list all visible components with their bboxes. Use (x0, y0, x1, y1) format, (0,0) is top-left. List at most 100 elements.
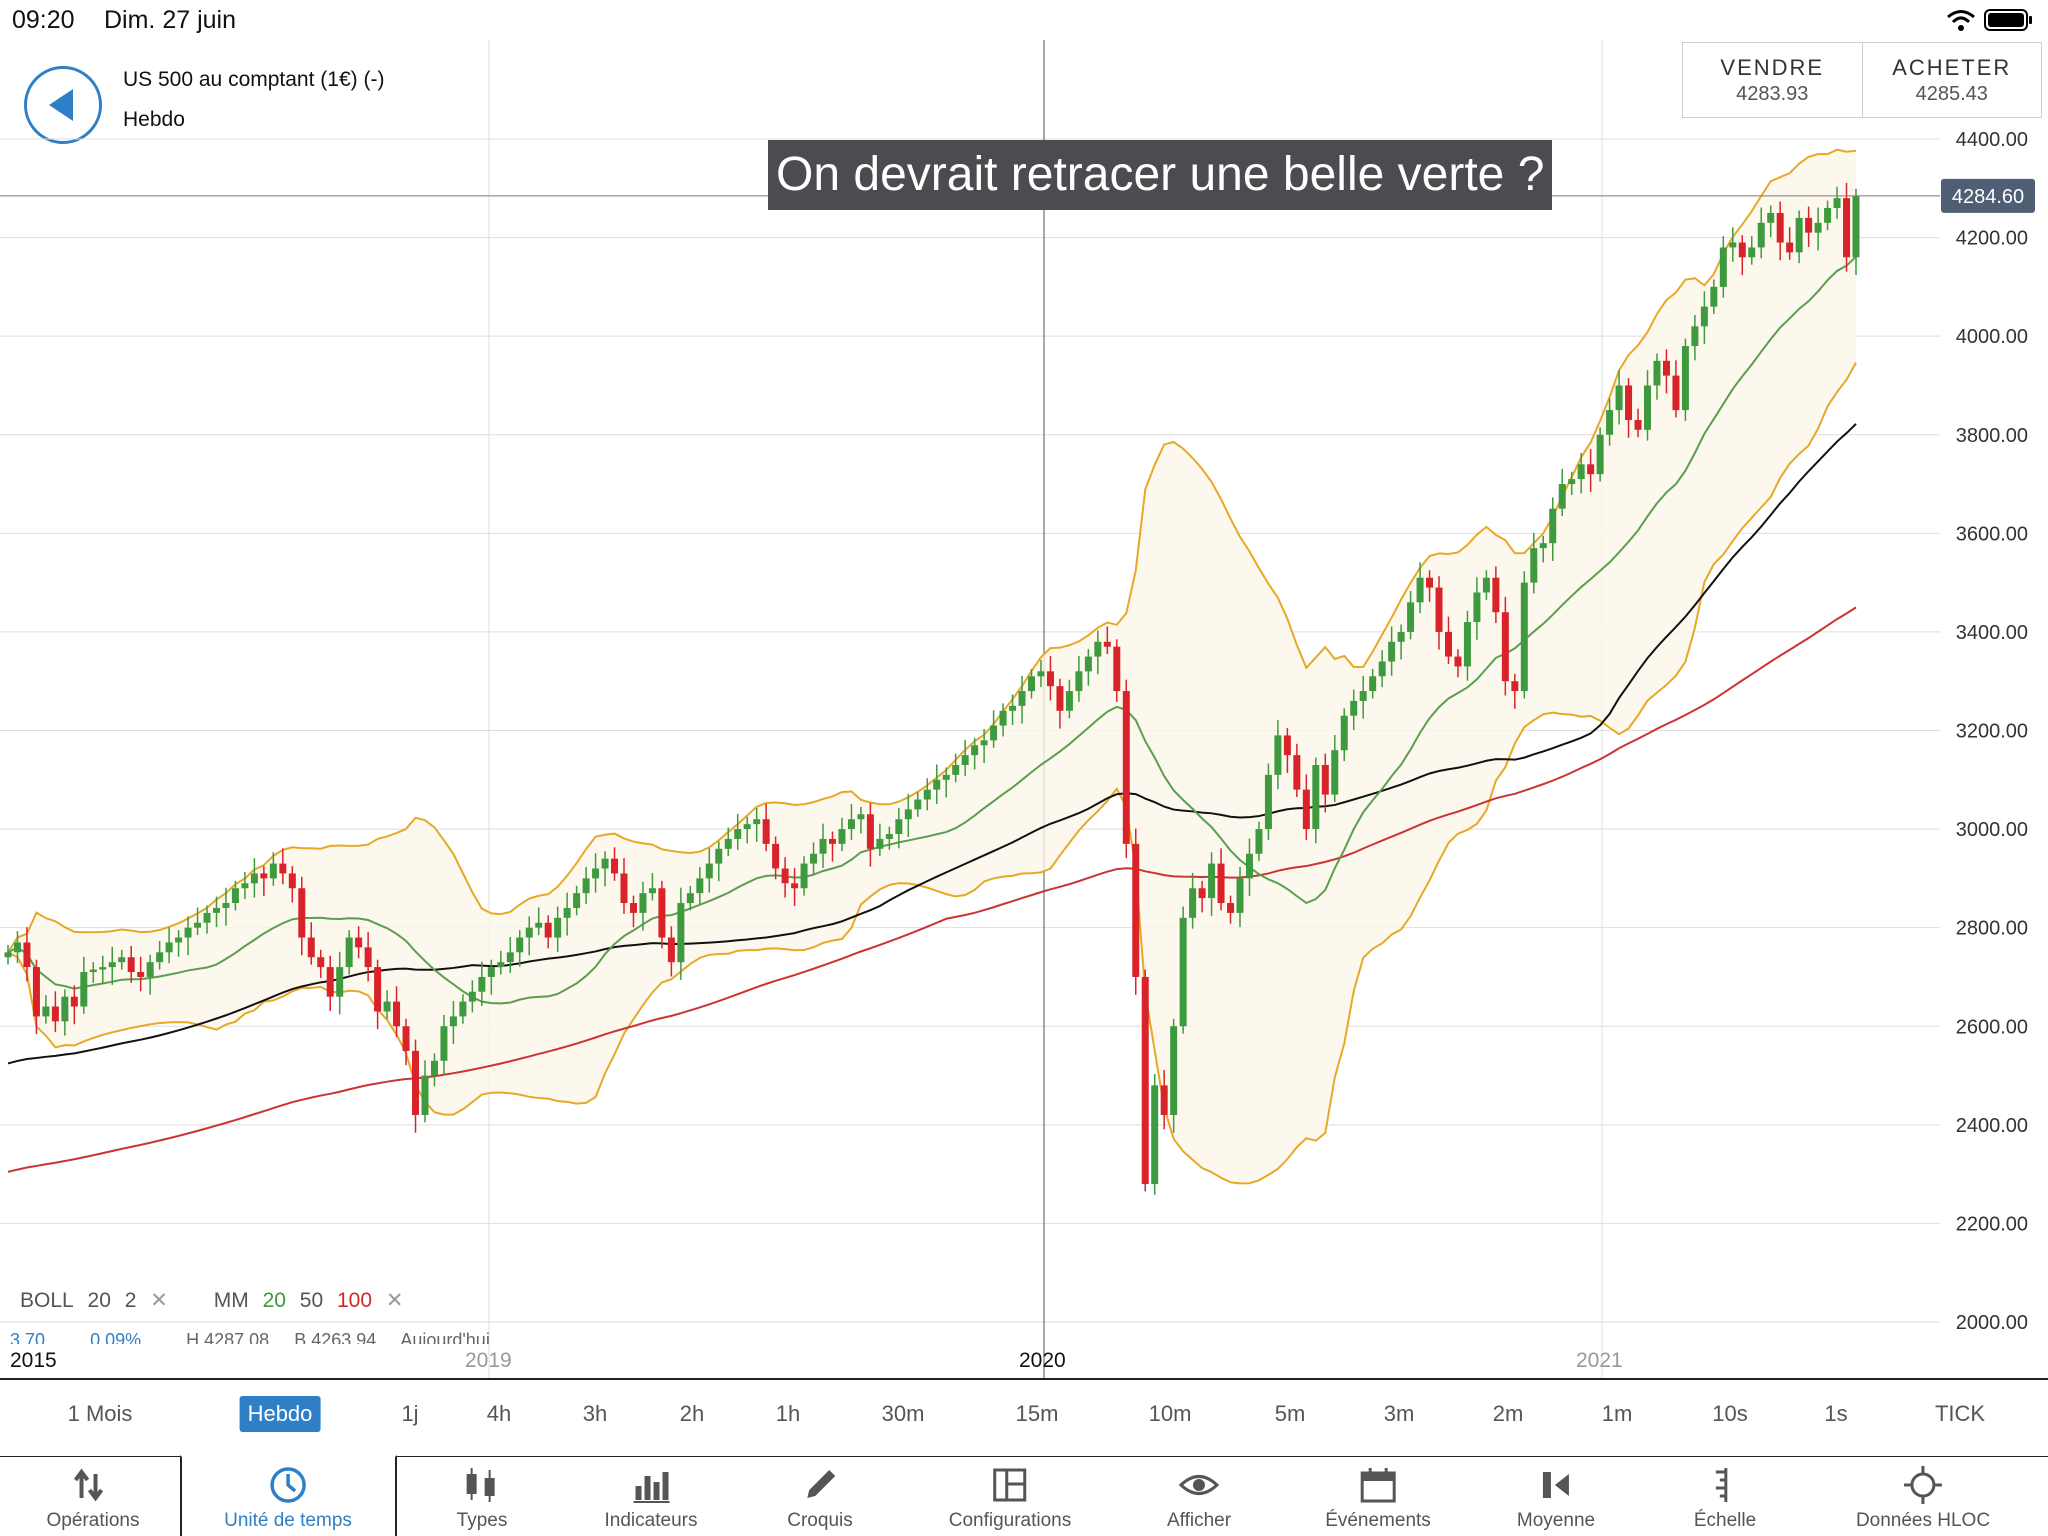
timeframe-option[interactable]: 10m (1148, 1401, 1192, 1426)
candle-body (1520, 582, 1528, 692)
candle-body (1426, 577, 1434, 588)
timeframe-option[interactable]: 10s (1712, 1401, 1748, 1426)
candle-body (137, 972, 145, 977)
timeframe-option[interactable]: 15m (1015, 1401, 1059, 1426)
candle-body (1255, 829, 1263, 854)
pencil-icon (806, 1470, 835, 1498)
candle-body (279, 863, 287, 874)
y-axis-label: 3200.00 (1956, 721, 2028, 743)
candle-body (364, 947, 372, 968)
candle-body (1113, 646, 1121, 692)
toolbar-types-button[interactable]: Types (457, 1456, 507, 1536)
candle-body (1075, 671, 1083, 692)
bollinger-lower-line (7, 362, 1857, 1185)
boll-name[interactable]: BOLL (20, 1289, 74, 1312)
timeframe-option[interactable]: 30m (881, 1401, 925, 1426)
toolbar-unité-de-temps-button[interactable]: Unité de temps (224, 1456, 352, 1536)
chart-annotation[interactable]: On devrait retracer une belle verte ? (768, 140, 1553, 210)
candle-body (1359, 691, 1367, 701)
candle-body (1492, 577, 1500, 613)
candle-body (1378, 661, 1386, 677)
wifi-icon (1947, 10, 1975, 31)
candle-body (326, 967, 334, 997)
toolbar-événements-button[interactable]: Événements (1325, 1456, 1431, 1536)
trade-box: VENDRE 4283.93 ACHETER 4285.43 (1682, 42, 2042, 118)
candle-body (89, 969, 97, 973)
current-price-label: 4284.60 (1952, 186, 2024, 208)
candle-body (923, 789, 931, 800)
timeframe-option[interactable]: 3h (582, 1401, 608, 1426)
candle-body (1454, 656, 1462, 667)
mm-name[interactable]: MM (213, 1289, 249, 1312)
candle-body (629, 903, 637, 913)
back-button[interactable] (24, 66, 102, 144)
candle-body (791, 883, 799, 889)
toolbar-données-hloc-button[interactable]: Données HLOC (1856, 1456, 1990, 1536)
sell-button[interactable]: VENDRE 4283.93 (1683, 43, 1862, 117)
candle-body (516, 937, 524, 953)
timeframe-option[interactable]: 1j (401, 1401, 419, 1426)
candle-body (1596, 434, 1604, 475)
candle-body (847, 819, 855, 830)
candle-body (1767, 212, 1775, 223)
candle-body (1179, 917, 1187, 1027)
candle-body (1141, 976, 1149, 1184)
timeframe-option[interactable]: 1m (1601, 1401, 1633, 1426)
candle-body (212, 907, 220, 913)
timeframe-option[interactable]: 4h (486, 1401, 512, 1426)
remove-boll-icon[interactable]: ✕ (150, 1289, 168, 1312)
candle-body (449, 1016, 457, 1027)
candle-body (800, 863, 808, 889)
candle-body (412, 1050, 420, 1115)
candle-body (838, 829, 846, 844)
candle-body (1511, 681, 1519, 692)
candle-body (1473, 592, 1481, 623)
timeframe-option[interactable]: 5m (1274, 1401, 1306, 1426)
candle-body (402, 1026, 410, 1051)
toolbar-label: Afficher (1166, 1510, 1232, 1531)
y-axis-label: 4200.00 (1956, 228, 2028, 250)
candle-body (1264, 774, 1272, 830)
battery-icon (1984, 9, 2032, 31)
toolbar-échelle-button[interactable]: Échelle (1694, 1456, 1756, 1536)
candle-body (1606, 410, 1614, 435)
toolbar-afficher-button[interactable]: Afficher (1167, 1456, 1231, 1536)
timeframe-option[interactable]: TICK (1934, 1401, 1986, 1426)
candle-body (459, 1001, 467, 1017)
toolbar-label: Configurations (948, 1510, 1072, 1531)
buy-price: 4285.43 (1915, 82, 1988, 105)
timeframe-option[interactable]: 1 Mois (67, 1401, 133, 1426)
toolbar-opérations-button[interactable]: Opérations (47, 1456, 139, 1536)
candle-body (620, 873, 628, 904)
candle-body (1672, 375, 1680, 411)
candle-body (544, 922, 552, 938)
toolbar-indicateurs-button[interactable]: Indicateurs (605, 1456, 697, 1536)
candle-body (715, 848, 723, 864)
timeframe-option[interactable]: 2m (1492, 1401, 1524, 1426)
timeframe-option[interactable]: 2h (679, 1401, 705, 1426)
toolbar-moyenne-button[interactable]: Moyenne (1517, 1456, 1595, 1536)
candle-body (1350, 700, 1358, 716)
candle-body (1388, 641, 1396, 662)
remove-mm-icon[interactable]: ✕ (385, 1289, 404, 1312)
timeframe-option[interactable]: 1s (1824, 1401, 1848, 1426)
candle-body (1710, 286, 1718, 307)
candle-body (611, 858, 619, 874)
candle-body (1151, 1085, 1159, 1184)
timeframe-option[interactable]: Hebdo (239, 1396, 321, 1432)
candle-body (648, 888, 656, 894)
toolbar-croquis-button[interactable]: Croquis (787, 1456, 853, 1536)
candle-body (639, 893, 647, 913)
candle-body (1094, 641, 1102, 657)
candle-body (667, 937, 675, 963)
toolbar-configurations-button[interactable]: Configurations (948, 1456, 1072, 1536)
candle-body (1577, 464, 1585, 480)
price-chart[interactable]: 4400.00 4200.00 4000.00 3800.00 3600.00 3400.… (0, 40, 2048, 1378)
timeframe-option[interactable]: 3m (1383, 1401, 1415, 1426)
candle-body (971, 745, 979, 756)
timeframe-option[interactable]: 1h (775, 1401, 801, 1426)
buy-button[interactable]: ACHETER 4285.43 (1861, 43, 2042, 117)
candle-body (952, 765, 960, 775)
candle-body (1691, 326, 1699, 347)
candle-body (857, 814, 865, 820)
